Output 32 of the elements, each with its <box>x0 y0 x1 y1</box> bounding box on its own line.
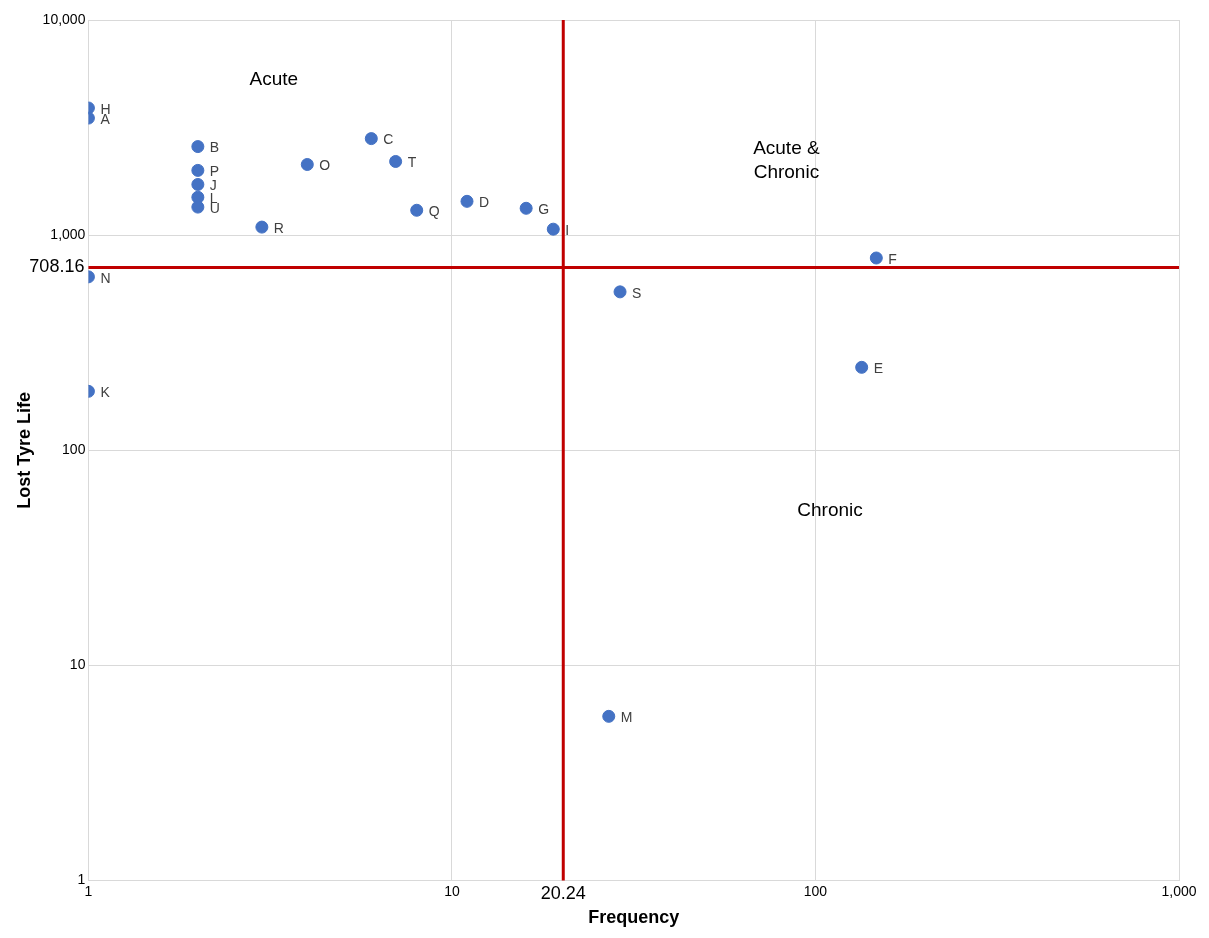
y-tick-label: 100 <box>62 441 86 458</box>
data-label: T <box>407 154 417 171</box>
annotation: Chronic <box>797 498 863 520</box>
ref-line-label: 20.24 <box>540 882 586 903</box>
data-label: C <box>383 131 394 148</box>
annotation: Acute <box>249 68 299 90</box>
data-label: B <box>209 139 220 156</box>
x-tick-label: 10 <box>444 882 460 899</box>
data-label: F <box>888 250 897 267</box>
data-label: O <box>319 157 331 174</box>
data-label: Q <box>428 203 440 220</box>
data-label: D <box>478 194 490 211</box>
data-label: E <box>873 360 884 377</box>
data-label: M <box>620 709 633 726</box>
y-tick-label: 1,000 <box>50 226 86 243</box>
data-label: K <box>100 384 111 401</box>
data-label: I <box>565 222 570 239</box>
data-label: P <box>209 163 220 180</box>
y-tick-label: 10 <box>69 656 86 673</box>
data-label: S <box>632 284 642 301</box>
annotation: Acute & Chronic <box>753 137 820 183</box>
x-tick-label: 1,000 <box>1161 882 1197 899</box>
ref-line-label: 708.16 <box>29 256 85 277</box>
y-axis-title: Lost Tyre Life <box>13 391 34 509</box>
y-tick-label: 10,000 <box>42 10 86 27</box>
data-label: R <box>273 219 284 236</box>
data-label: J <box>209 177 217 194</box>
x-axis-title: Frequency <box>588 907 680 928</box>
y-tick-label: 1 <box>77 871 86 888</box>
x-tick-label: 100 <box>803 882 828 899</box>
data-label: G <box>538 201 550 218</box>
data-label: N <box>100 269 111 286</box>
